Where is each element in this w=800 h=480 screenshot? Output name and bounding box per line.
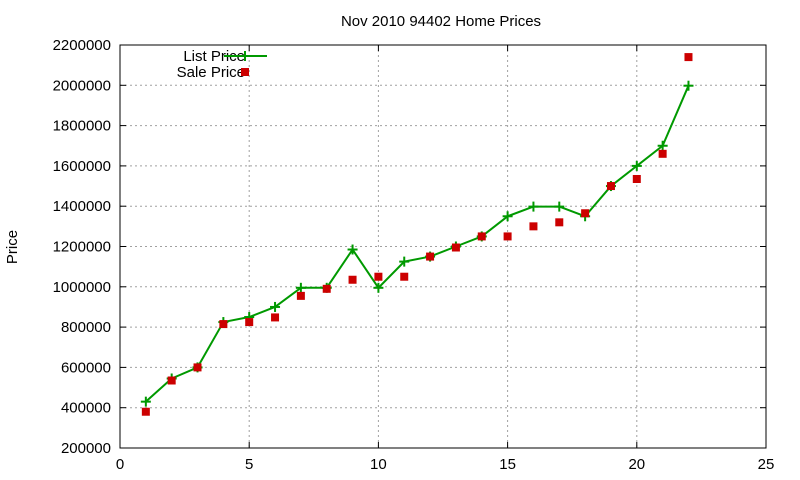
y-tick-label: 200000 bbox=[61, 440, 111, 457]
y-tick-label: 1800000 bbox=[53, 118, 111, 135]
y-tick-label: 2000000 bbox=[53, 77, 111, 94]
y-tick-label: 800000 bbox=[61, 319, 111, 336]
sale-price-point bbox=[245, 318, 254, 327]
list-price-point bbox=[657, 140, 668, 151]
x-tick-label: 10 bbox=[370, 456, 387, 473]
y-tick-label: 1200000 bbox=[53, 239, 111, 256]
list-price-point bbox=[399, 256, 410, 267]
x-tick-label: 15 bbox=[499, 456, 516, 473]
sale-price-point bbox=[193, 363, 202, 372]
series-layer bbox=[140, 53, 694, 416]
legend-label: List Price bbox=[183, 48, 245, 65]
list-price-point bbox=[373, 282, 384, 293]
legend-item-list-price: List Price bbox=[183, 48, 267, 65]
sale-price-point bbox=[348, 275, 357, 284]
list-price-point bbox=[295, 282, 306, 293]
series-sale-price bbox=[141, 53, 693, 416]
sale-price-point bbox=[141, 407, 150, 416]
sale-price-point bbox=[167, 376, 176, 385]
sale-price-point bbox=[606, 182, 615, 191]
x-tick-label: 0 bbox=[116, 456, 124, 473]
list-price-point bbox=[631, 160, 642, 171]
y-tick-label: 400000 bbox=[61, 400, 111, 417]
sale-price-point bbox=[374, 272, 383, 281]
y-axis-label: Price bbox=[4, 230, 21, 264]
sale-price-point bbox=[477, 232, 486, 241]
y-tick-label: 2200000 bbox=[53, 37, 111, 54]
list-price-point bbox=[270, 301, 281, 312]
sale-price-point bbox=[581, 209, 590, 218]
sale-price-point bbox=[503, 232, 512, 241]
sale-price-point bbox=[658, 149, 667, 158]
sale-price-point bbox=[400, 272, 409, 281]
sale-price-point bbox=[684, 53, 693, 62]
list-price-point bbox=[554, 201, 565, 212]
x-tick-label: 20 bbox=[628, 456, 645, 473]
list-price-point bbox=[502, 211, 513, 222]
x-tick-label: 25 bbox=[758, 456, 775, 473]
list-price-point bbox=[683, 80, 694, 91]
sale-price-point bbox=[529, 222, 538, 231]
sale-price-point bbox=[426, 252, 435, 261]
chart-title: Nov 2010 94402 Home Prices bbox=[341, 13, 541, 30]
y-tick-label: 600000 bbox=[61, 359, 111, 376]
y-tick-label: 1000000 bbox=[53, 279, 111, 296]
y-tick-label: 1400000 bbox=[53, 198, 111, 215]
legend-swatch-marker bbox=[240, 51, 250, 61]
grid-layer bbox=[120, 45, 766, 448]
sale-price-point bbox=[271, 313, 280, 322]
sale-price-point bbox=[296, 291, 305, 300]
legend-label: Sale Price bbox=[177, 64, 245, 81]
ticks-layer: 0 5 10 15 20 25 200000 400000 600000 800000 100000… bbox=[53, 37, 775, 473]
x-tick-label: 5 bbox=[245, 456, 253, 473]
legend-swatch-marker bbox=[241, 68, 249, 76]
sale-price-point bbox=[322, 284, 331, 293]
sale-price-point bbox=[451, 243, 460, 252]
list-price-line bbox=[145, 85, 690, 403]
sale-price-point bbox=[555, 218, 564, 227]
legend-item-sale-price: Sale Price bbox=[177, 64, 249, 81]
sale-price-point bbox=[632, 174, 641, 183]
sale-price-point bbox=[219, 320, 228, 329]
y-tick-label: 1600000 bbox=[53, 158, 111, 175]
list-price-point bbox=[347, 244, 358, 255]
list-price-point bbox=[528, 201, 539, 212]
list-price-point bbox=[140, 396, 151, 407]
